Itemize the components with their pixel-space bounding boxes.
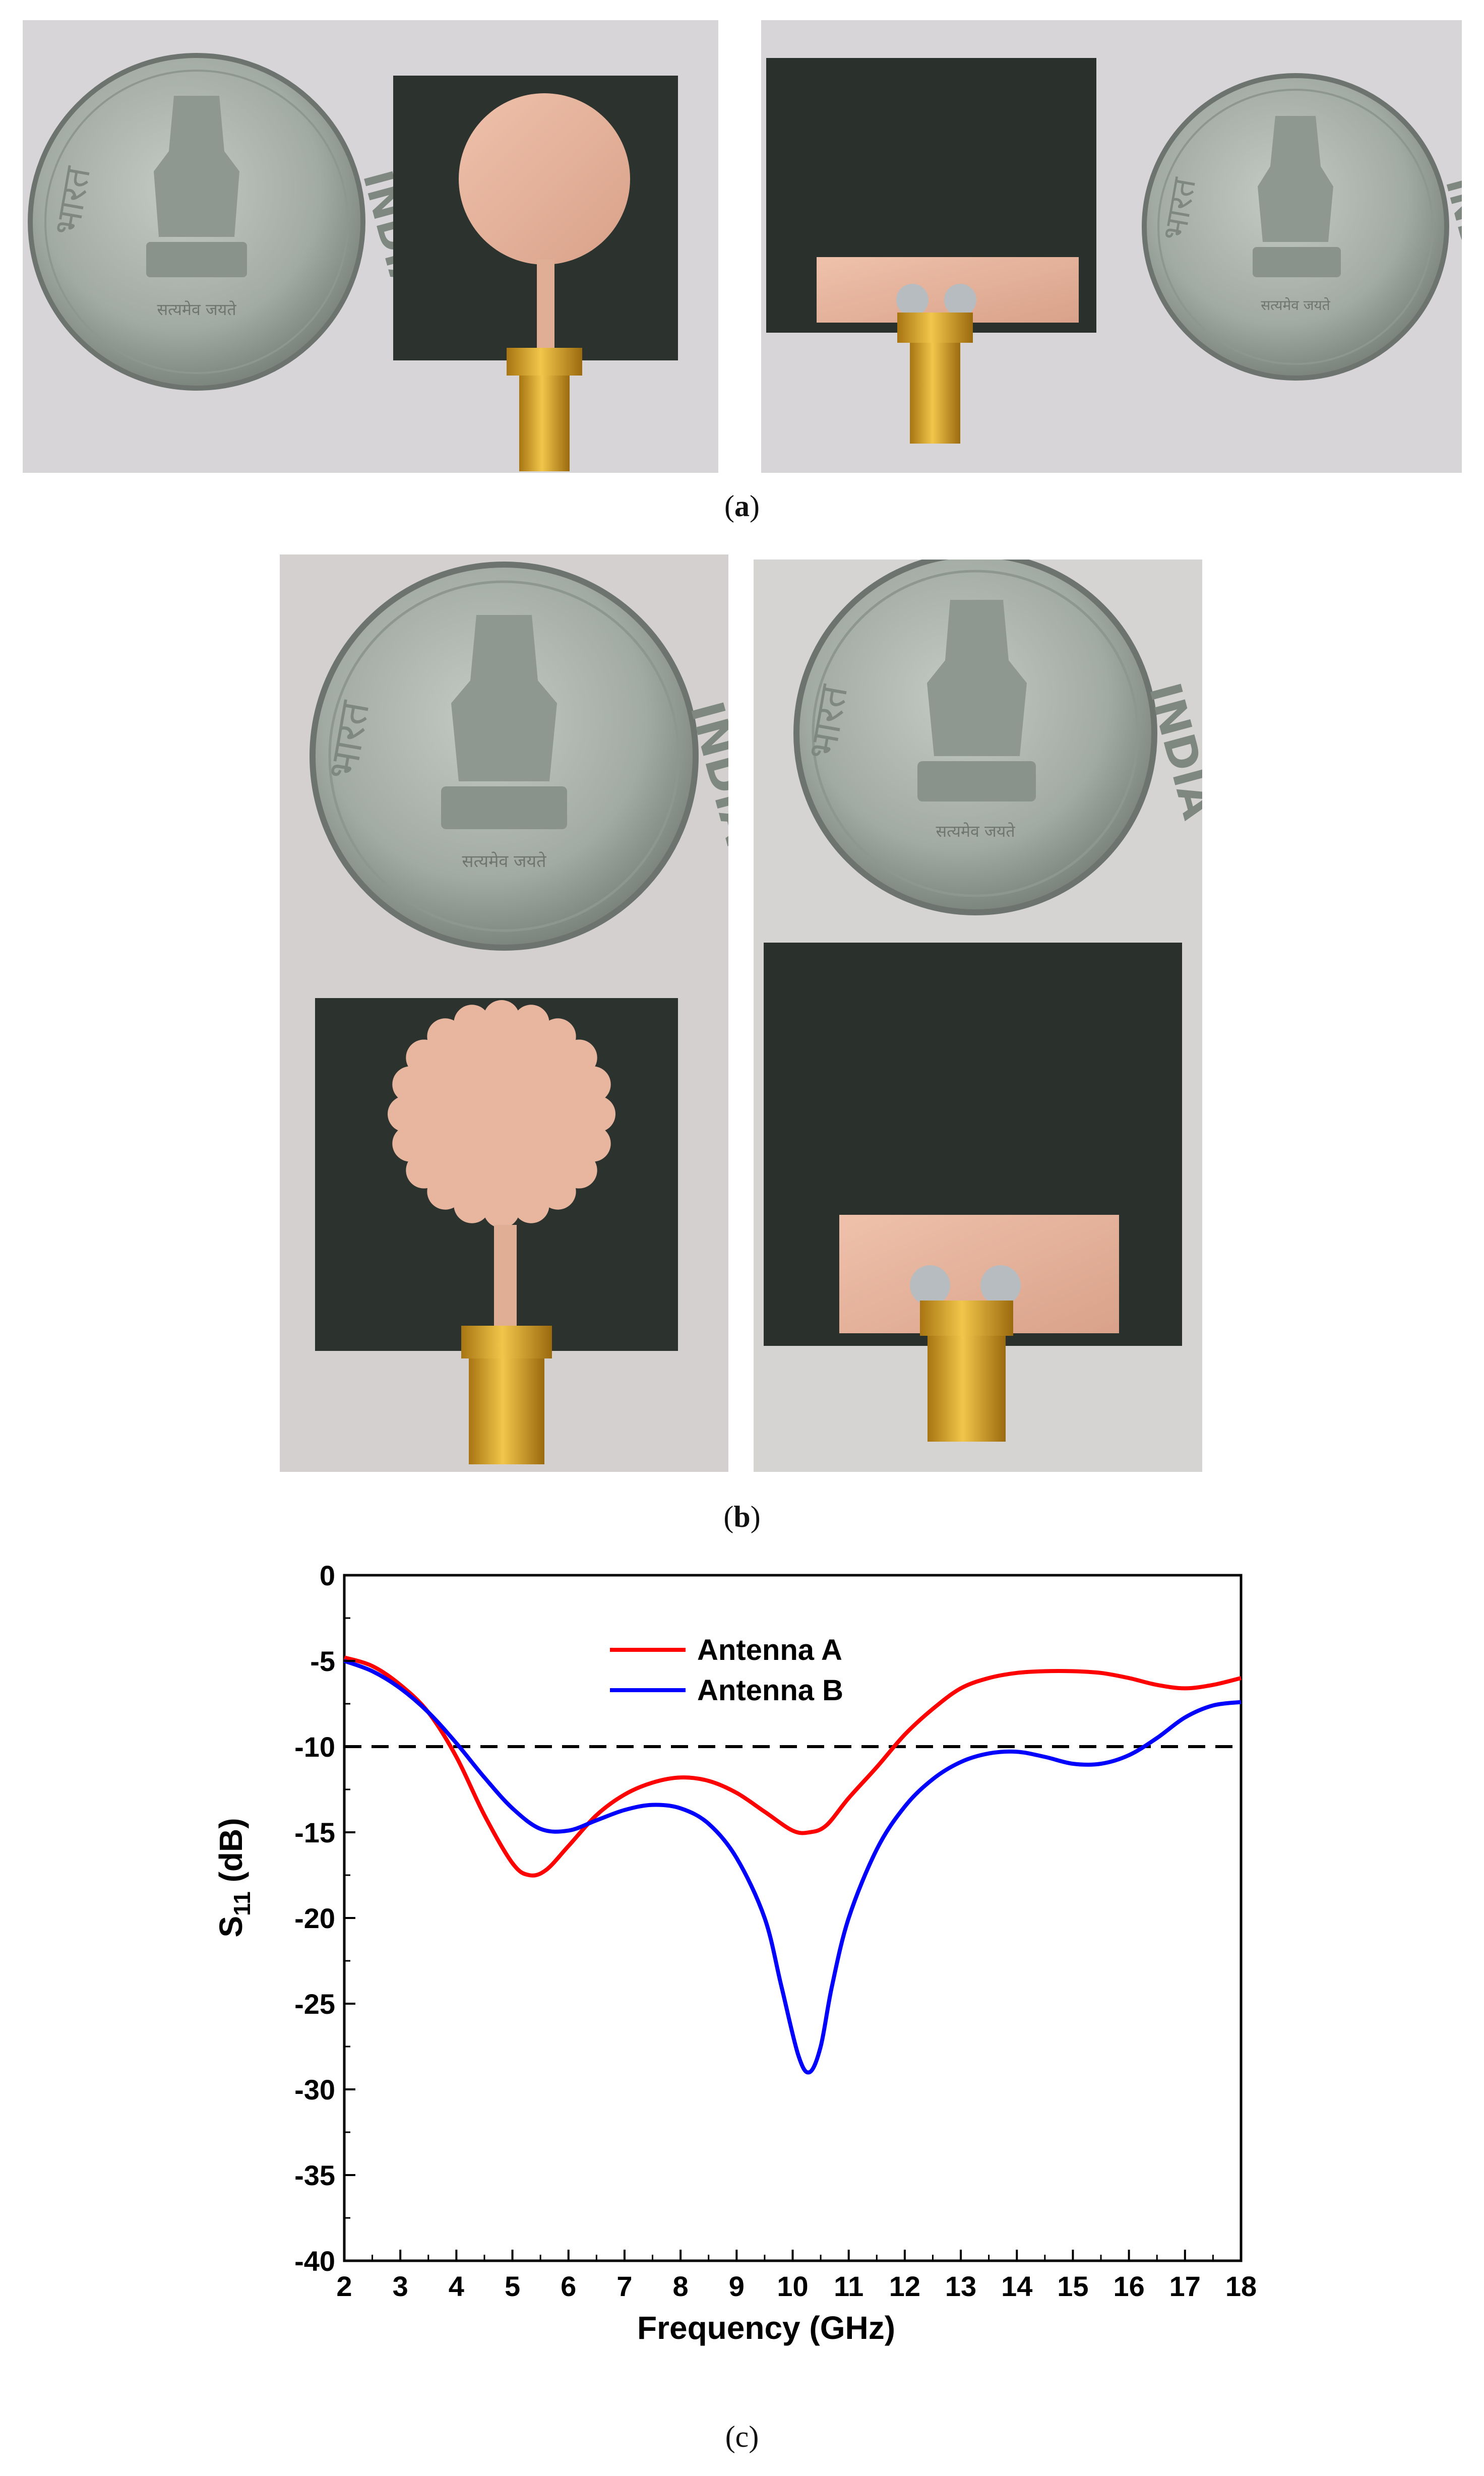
patch-core — [406, 1018, 597, 1210]
s11-chart: 2 3 4 5 6 7 8 9 10 11 12 13 14 15 16 17 18 0 -5 -10 -15 -20 -… — [213, 1560, 1257, 2346]
y-tick-label: -20 — [294, 1902, 335, 1934]
sma-connector-thread — [469, 1358, 544, 1464]
caption-c: (c) — [725, 2420, 759, 2453]
caption-b: (b) — [723, 1500, 761, 1533]
x-tick-label: 10 — [777, 2270, 808, 2302]
y-axis-label: S11 (dB) — [213, 1818, 255, 1937]
patch-scallop — [392, 1125, 429, 1162]
x-axis-label: Frequency (GHz) — [637, 2310, 895, 2346]
coin-motto: सत्यमेव जयते — [157, 300, 236, 319]
patch-scallop — [483, 1192, 520, 1228]
sma-connector-base — [461, 1326, 552, 1358]
patch-scallop — [388, 1096, 424, 1132]
scalloped-patch — [388, 1000, 615, 1228]
y-tick-label: -40 — [294, 2245, 335, 2277]
x-tick-label: 11 — [834, 2270, 863, 2302]
coin: भारत INDIA सत्यमेव जयते — [793, 560, 1202, 915]
coin: भारत INDIA सत्यमेव जयते — [310, 562, 728, 951]
x-tick-label: 12 — [889, 2270, 920, 2302]
sma-connector-base — [920, 1301, 1013, 1336]
y-tick-label: -10 — [294, 1731, 335, 1763]
patch-scallop — [574, 1125, 611, 1162]
y-tick-label: -25 — [294, 1988, 335, 2020]
legend-label: Antenna B — [697, 1674, 843, 1707]
x-tick-label: 16 — [1113, 2270, 1144, 2302]
x-tick-label: 8 — [673, 2270, 689, 2302]
sma-connector-thread — [928, 1336, 1006, 1442]
coin-motto: सत्यमेव जयते — [462, 851, 547, 872]
sma-connector-base — [897, 313, 973, 343]
sma-connector-thread — [519, 376, 570, 471]
photo-b-back: भारत INDIA सत्यमेव जयते — [754, 560, 1202, 1472]
x-axis-ticks: 2 3 4 5 6 7 8 9 10 11 12 13 14 15 16 17 18 — [336, 2250, 1257, 2302]
feed-line — [494, 1225, 517, 1326]
patch-scallop — [483, 1000, 520, 1036]
circular-patch — [459, 93, 630, 265]
photo-b-front: भारत INDIA सत्यमेव जयते — [280, 554, 728, 1472]
antenna-a-back — [766, 58, 1096, 444]
series-line-antenna-a — [343, 1655, 1242, 1878]
x-tick-label: 7 — [616, 2270, 632, 2302]
antenna-b-back — [764, 943, 1182, 1442]
coin: भारत INDIA सत्यमेव जयते — [28, 53, 432, 391]
photo-a-front: भारत INDIA सत्यमेव जयते — [23, 20, 718, 473]
coin-motto: सत्यमेव जयते — [936, 822, 1015, 841]
caption-a: (a) — [724, 489, 760, 523]
y-axis-ticks: 0 -5 -10 -15 -20 -25 -30 -35 -40 — [294, 1560, 355, 2277]
x-tick-label: 2 — [336, 2270, 352, 2302]
y-tick-label: -30 — [294, 2074, 335, 2106]
y-tick-label: -15 — [294, 1817, 335, 1848]
patch-scallop — [561, 1039, 597, 1076]
coin: भारत INDIA सत्यमेव जयते — [1142, 73, 1462, 381]
y-tick-label: -35 — [294, 2159, 335, 2191]
antenna-a-front — [393, 76, 678, 471]
patch-scallop — [392, 1066, 429, 1103]
x-tick-label: 18 — [1225, 2270, 1257, 2302]
antenna-b-front — [315, 998, 678, 1464]
legend: Antenna A Antenna B — [610, 1634, 843, 1707]
patch-scallop — [454, 1005, 490, 1041]
y-tick-label: 0 — [320, 1560, 335, 1591]
series-layer — [343, 1655, 1242, 2075]
x-tick-label: 15 — [1057, 2270, 1088, 2302]
patch-scallop — [513, 1187, 549, 1223]
x-tick-label: 5 — [505, 2270, 520, 2302]
patch-scallop — [427, 1018, 464, 1055]
x-tick-label: 17 — [1169, 2270, 1201, 2302]
patch-scallop — [574, 1066, 611, 1103]
legend-label: Antenna A — [697, 1634, 842, 1666]
x-tick-label: 3 — [393, 2270, 408, 2302]
coin-motto: सत्यमेव जयते — [1261, 297, 1331, 314]
feed-line — [537, 260, 554, 360]
series-line-antenna-b — [343, 1659, 1242, 2075]
patch-scallop — [406, 1152, 443, 1189]
x-tick-label: 6 — [561, 2270, 576, 2302]
x-tick-label: 14 — [1001, 2270, 1032, 2302]
x-tick-label: 13 — [945, 2270, 976, 2302]
patch-scallop — [513, 1005, 549, 1041]
y-tick-label: -5 — [310, 1645, 335, 1677]
ground-plane — [817, 257, 1079, 323]
patch-scallop — [539, 1173, 576, 1210]
sma-connector-thread — [910, 343, 960, 444]
patch-scallop — [579, 1096, 615, 1132]
patch-scallop — [454, 1187, 490, 1223]
x-tick-label: 9 — [729, 2270, 745, 2302]
sma-connector-base — [507, 348, 582, 376]
photo-a-back: भारत INDIA सत्यमेव जयते — [761, 20, 1462, 473]
x-tick-label: 4 — [449, 2270, 464, 2302]
